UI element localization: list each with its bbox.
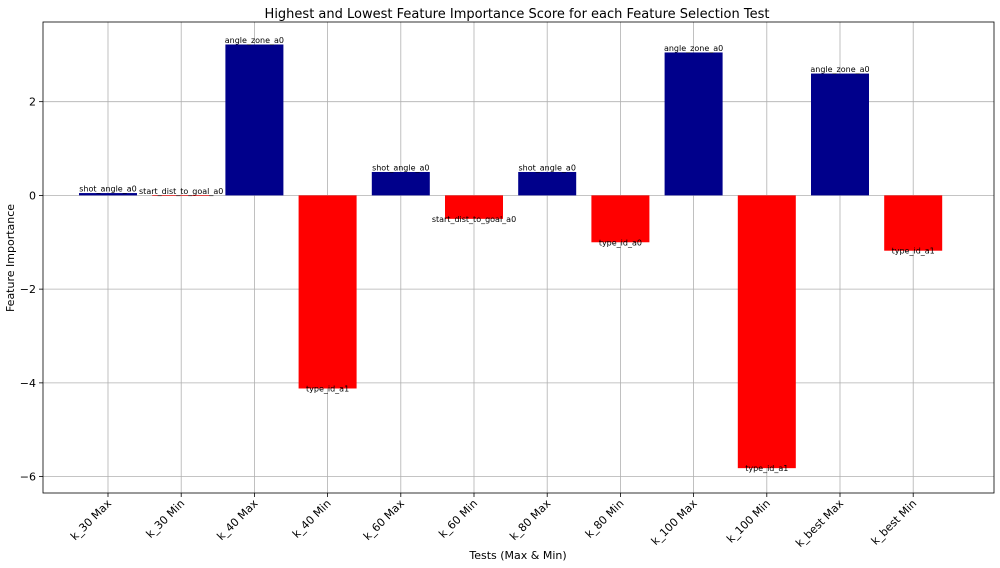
x-tick-label: k_80 Max (507, 497, 553, 543)
y-tick-label: 2 (29, 96, 36, 109)
bar (591, 195, 650, 243)
y-tick-label: −4 (20, 377, 36, 390)
chart-title: Highest and Lowest Feature Importance Sc… (265, 7, 770, 22)
bar-feature-label: type_id_a1 (306, 384, 349, 393)
x-axis-label: Tests (Max & Min) (468, 549, 566, 562)
y-tick-label: −6 (20, 471, 36, 484)
bar (152, 195, 211, 197)
grid (43, 22, 994, 493)
y-tick-label: 0 (29, 189, 36, 202)
x-tick-label: k_best Min (869, 497, 920, 548)
plot-frame (42, 21, 995, 494)
bar (518, 171, 577, 196)
bar-labels: shot_angle_a0 start_dist_to_goal_a0angle_… (79, 36, 935, 473)
x-tick-label: k_60 Min (436, 497, 480, 541)
x-tick-label: k_40 Max (214, 497, 260, 543)
bars (79, 44, 943, 469)
bar (225, 44, 284, 196)
bar-feature-label: start_dist_to_goal_a0 (139, 187, 223, 196)
bar-feature-label: type_id_a1 (892, 247, 935, 256)
x-tick-label: k_30 Min (144, 497, 188, 541)
bar (811, 73, 869, 196)
bar (737, 195, 796, 469)
y-axis-label: Feature Importance (4, 204, 17, 312)
bar (884, 195, 943, 251)
bar (445, 195, 503, 219)
bar-feature-label: angle_zone_a0 (225, 36, 284, 45)
bar-feature-label: type_id_a1 (745, 464, 788, 473)
bar (298, 195, 357, 389)
x-tick-label: k_100 Min (724, 497, 773, 546)
bar-feature-label: shot_angle_a0 (372, 163, 429, 172)
bar-feature-label: shot_angle_a0 (79, 185, 136, 194)
bar-feature-label: type_id_a0 (599, 238, 642, 247)
x-tick-label: k_60 Max (361, 497, 407, 543)
x-tick-label: k_40 Min (290, 497, 334, 541)
x-tick-label: k_80 Min (583, 497, 627, 541)
bar (79, 193, 137, 196)
bar-feature-label: start_dist_to_goal_a0 (432, 215, 516, 224)
x-tick-label: k_100 Max (649, 497, 700, 548)
x-tick-label: k_best Max (793, 497, 846, 550)
bar-feature-label: shot_angle_a0 (518, 163, 575, 172)
x-axis-ticks: k_30 Max k_30 Min k_40 Max k_40 Min k_60 Max… (68, 493, 919, 550)
bar-feature-label: angle_zone_a0 (810, 65, 869, 74)
bar (664, 52, 723, 196)
bar-feature-label: angle_zone_a0 (664, 44, 723, 53)
y-axis-ticks: −6 −4 −2 0 2 (20, 96, 43, 484)
x-tick-label: k_30 Max (68, 497, 114, 543)
y-tick-label: −2 (20, 283, 36, 296)
bar (371, 171, 430, 196)
